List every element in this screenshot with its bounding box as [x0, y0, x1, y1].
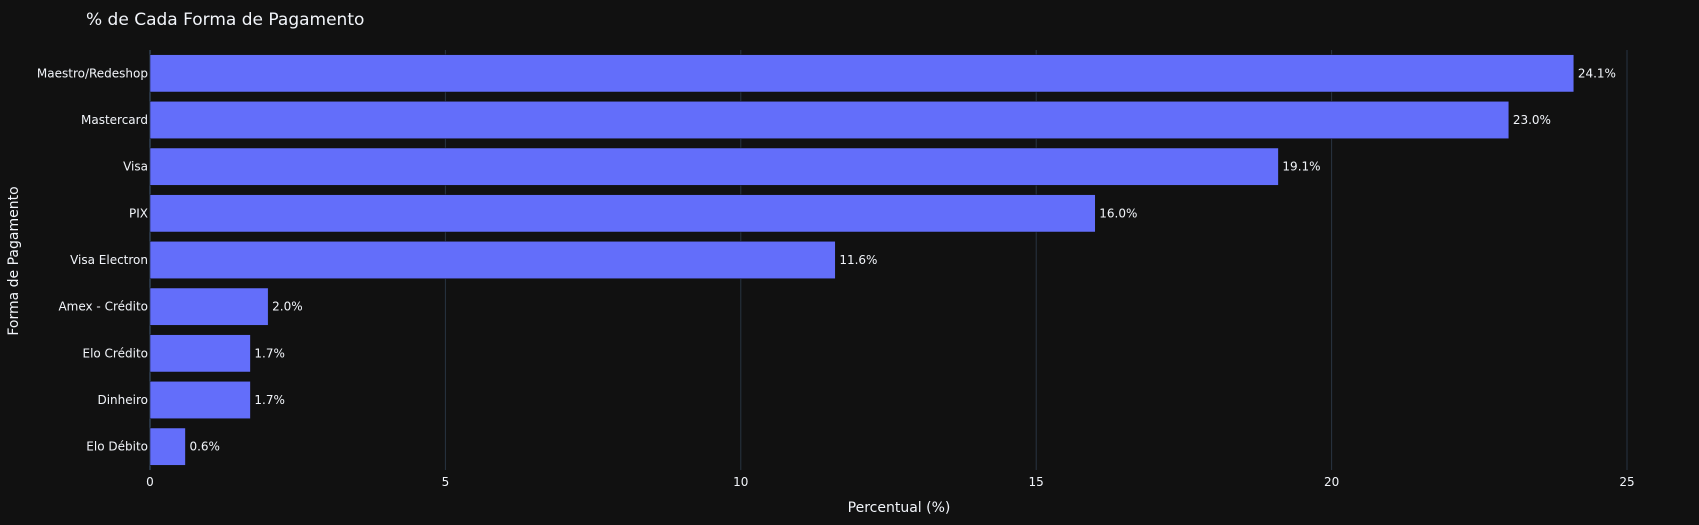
x-tick-label: 10: [733, 475, 748, 489]
x-axis-title: Percentual (%): [848, 500, 951, 516]
bar-value-label: 1.7%: [254, 346, 285, 360]
y-tick-label: Maestro/Redeshop: [37, 66, 148, 80]
y-tick-label: Elo Crédito: [82, 346, 148, 360]
bar-pix: [149, 194, 1096, 233]
bar-amex-cr-dito: [149, 287, 269, 326]
y-tick-label: Elo Débito: [86, 440, 148, 454]
chart-title: % de Cada Forma de Pagamento: [86, 10, 364, 30]
bar-value-label: 24.1%: [1578, 66, 1616, 80]
y-axis-ticks: Maestro/Redeshop Mastercard Visa PIX Visa El…: [37, 66, 148, 453]
y-axis-title: Forma de Pagamento: [6, 186, 22, 335]
y-tick-label: PIX: [129, 206, 148, 220]
x-tick-label: 5: [442, 475, 450, 489]
x-tick-label: 20: [1324, 475, 1339, 489]
y-tick-label: Amex - Crédito: [58, 300, 148, 314]
bar-value-label: 11.6%: [839, 253, 877, 267]
bar-value-label: 2.0%: [272, 300, 303, 314]
bar-elo-cr-dito: [149, 334, 251, 373]
x-tick-label: 15: [1029, 475, 1044, 489]
bar-maestro-redeshop: [149, 54, 1575, 93]
x-tick-label: 25: [1619, 475, 1634, 489]
x-axis-ticks: 0 5 10 15 20 25: [146, 475, 1634, 489]
y-tick-label: Dinheiro: [97, 393, 148, 407]
bar-visa-electron: [149, 241, 836, 279]
bar-value-label: 16.0%: [1099, 206, 1137, 220]
bar-visa: [149, 147, 1279, 186]
bar-value-label: 0.6%: [189, 440, 220, 454]
y-tick-label: Visa Electron: [70, 253, 148, 267]
bar-mastercard: [149, 101, 1510, 139]
bars: [149, 54, 1575, 466]
bar-elo-d-bito: [149, 427, 186, 466]
bar-value-label: 1.7%: [254, 393, 285, 407]
data-labels: 24.1% 23.0% 19.1% 16.0% 11.6% 2.0% 1.7% 1.7% 0.6…: [189, 66, 1616, 453]
y-tick-label: Mastercard: [81, 113, 148, 127]
y-tick-label: Visa: [123, 160, 148, 174]
bar-dinheiro: [149, 381, 251, 419]
bar-value-label: 19.1%: [1282, 160, 1320, 174]
x-tick-label: 0: [146, 475, 154, 489]
bar-value-label: 23.0%: [1513, 113, 1551, 127]
